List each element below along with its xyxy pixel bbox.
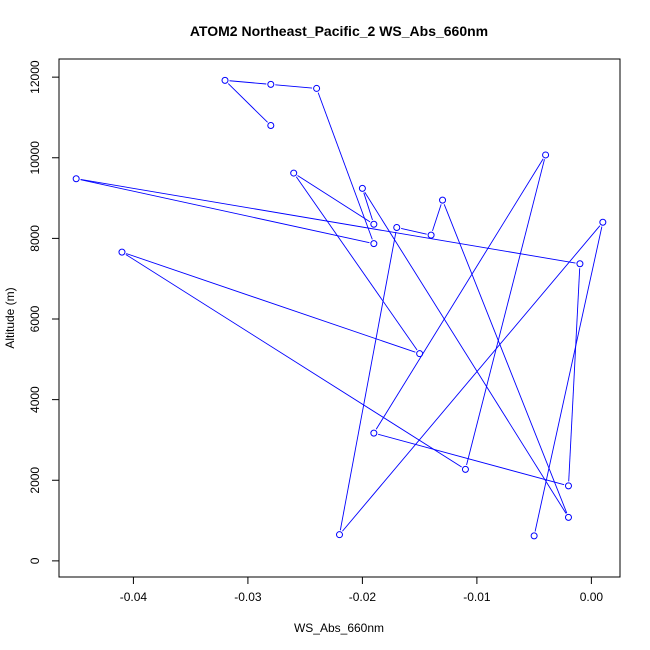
series-line-segment	[364, 191, 567, 514]
y-tick-label: 4000	[28, 386, 42, 413]
y-tick-label: 8000	[28, 225, 42, 252]
series-line-segment	[375, 158, 544, 430]
data-point	[599, 218, 607, 226]
data-point	[416, 350, 424, 358]
series-line-segment	[466, 159, 545, 466]
y-axis-label: Altitude (m)	[3, 287, 17, 348]
series-line-segment	[297, 175, 371, 223]
chart-title: ATOM2 Northeast_Pacific_2 WS_Abs_660nm	[190, 23, 488, 39]
x-tick-label: 0.00	[580, 590, 604, 604]
data-point	[267, 80, 275, 88]
data-point	[439, 196, 447, 204]
series-line-segment	[363, 192, 373, 221]
plot-frame	[58, 58, 621, 578]
data-point	[564, 482, 572, 490]
data-point	[427, 231, 435, 239]
series-line-segment	[443, 204, 568, 514]
data-point	[393, 224, 401, 232]
series-line-segment	[295, 176, 418, 351]
data-point	[542, 151, 550, 159]
data-point	[336, 531, 343, 539]
x-tick-label: -0.01	[463, 590, 491, 604]
y-tick-label: 2000	[28, 467, 42, 494]
series-line-segment	[568, 268, 581, 482]
series-layer	[72, 76, 607, 540]
series-line-segment	[342, 225, 601, 532]
data-point	[313, 84, 321, 92]
data-point	[564, 513, 572, 521]
data-point	[370, 240, 378, 248]
series-line-segment	[401, 228, 427, 235]
x-axis-label: WS_Abs_660nm	[294, 621, 384, 635]
data-point	[290, 169, 298, 177]
series-line-segment	[80, 179, 370, 244]
series-line-segment	[317, 92, 373, 240]
data-point	[358, 184, 366, 192]
data-point	[221, 76, 229, 84]
series-line-segment	[80, 179, 576, 264]
data-point	[576, 260, 584, 268]
data-point	[370, 220, 378, 228]
series-line-segment	[227, 83, 268, 123]
series-line-segment	[275, 84, 313, 89]
x-tick-label: -0.03	[234, 590, 262, 604]
data-point	[267, 122, 275, 130]
x-tick-label: -0.04	[120, 590, 148, 604]
x-tick-label: -0.02	[349, 590, 377, 604]
data-point	[72, 175, 80, 183]
series-line-segment	[534, 226, 603, 532]
y-axis: 0 2000 4000 6000 8000 10000 12000	[28, 60, 59, 564]
series-line-segment	[378, 433, 565, 486]
y-tick-label: 10000	[28, 141, 42, 175]
y-tick-label: 6000	[28, 305, 42, 332]
series-line-segment	[432, 204, 442, 232]
series-line-segment	[229, 80, 267, 85]
y-tick-label: 0	[28, 557, 42, 564]
x-axis: -0.04 -0.03 -0.02 -0.01 0.00	[120, 577, 604, 604]
data-point	[461, 465, 469, 473]
series-line-segment	[125, 254, 462, 468]
series-line-segment	[126, 253, 416, 353]
data-point	[530, 532, 538, 540]
y-tick-label: 12000	[28, 60, 42, 94]
data-point	[370, 429, 378, 437]
series-line-segment	[339, 231, 397, 531]
data-point	[118, 248, 126, 256]
